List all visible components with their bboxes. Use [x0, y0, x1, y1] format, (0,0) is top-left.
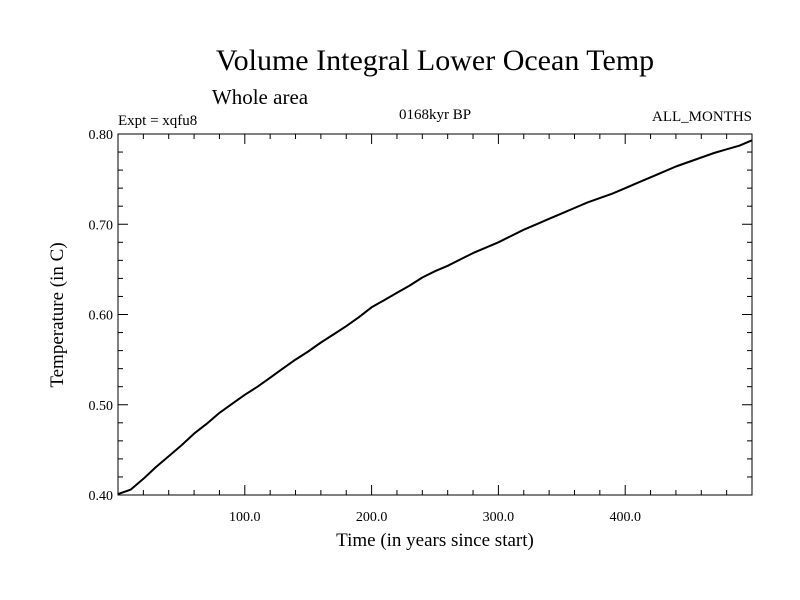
x-tick-label: 100.0 [229, 510, 261, 525]
y-tick-label: 0.70 [89, 218, 114, 233]
y-axis-label: Temperature (in C) [47, 242, 68, 387]
y-tick-label: 0.80 [89, 128, 114, 143]
plot-frame [117, 133, 753, 496]
y-tick-label: 0.50 [89, 399, 114, 414]
months-label: ALL_MONTHS [652, 109, 752, 125]
axis-tick-labels: 100.0 200.0 300.0 400.0 0.40 0.50 0.60 0.70 0.80 [89, 128, 641, 525]
experiment-label: Expt = xqfu8 [118, 113, 197, 129]
y-tick-label: 0.40 [89, 489, 114, 504]
series-line [117, 139, 753, 496]
period-label: 0168kyr BP [399, 107, 471, 123]
x-tick-label: 300.0 [483, 510, 515, 525]
x-tick-label: 400.0 [609, 510, 641, 525]
x-tick-label: 200.0 [356, 510, 388, 525]
y-tick-label: 0.60 [89, 309, 114, 324]
chart-title: Volume Integral Lower Ocean Temp [216, 44, 654, 77]
chart-subtitle: Whole area [212, 85, 309, 109]
x-axis-label: Time (in years since start) [336, 530, 534, 551]
axis-ticks [118, 133, 752, 496]
